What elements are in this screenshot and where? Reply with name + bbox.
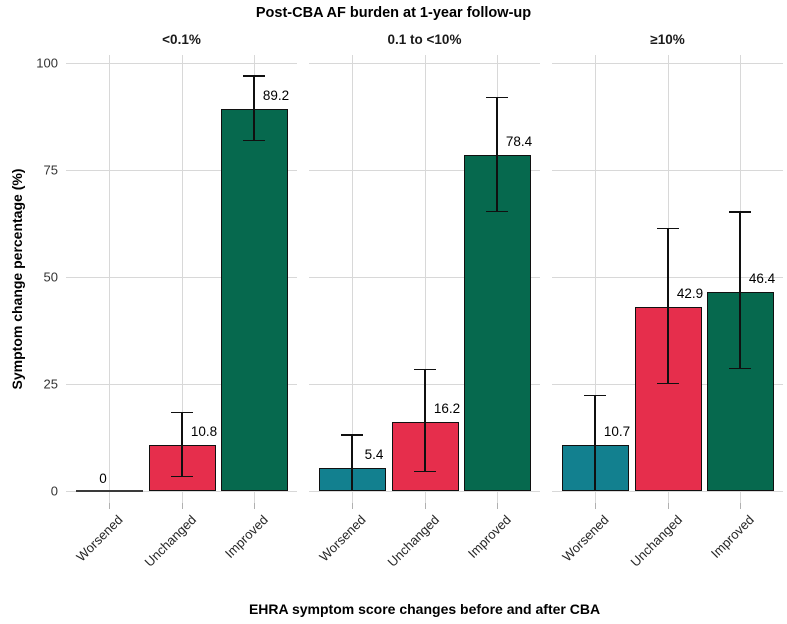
value-label-improved: 89.2 [262,88,290,104]
y-tick-label: 25 [43,376,58,392]
error-cap-top [657,227,679,230]
error-bar-improved [253,76,255,141]
facet-panel-ge10: 10.7 42.9 46.4 [552,55,783,503]
value-label-worsened: 5.4 [364,446,384,462]
value-label-worsened: 10.7 [603,424,631,440]
x-category-label-unchanged: Unchanged [383,512,442,570]
x-axis-tick [254,503,255,509]
x-category-label-worsened: Worsened [559,512,612,565]
error-cap-top [584,394,606,396]
error-bar-unchanged [424,369,426,473]
error-cap-bottom [171,475,193,477]
facet-panel-01to10: 5.4 16.2 78.4 [309,55,540,503]
error-cap-top [486,96,508,99]
x-axis-tick [595,503,596,509]
x-category-label-unchanged: Unchanged [626,512,685,570]
error-bar-unchanged [667,229,669,384]
error-cap-bottom [486,210,508,212]
facet-label-ge10: ≥10% [650,32,685,47]
x-axis-tick [668,503,669,509]
value-label-worsened: 0 [99,471,107,486]
error-cap-top [171,411,193,414]
gridline-vertical [351,55,353,503]
gridline-vertical [424,55,426,503]
x-axis-tick [109,503,110,509]
value-label-improved: 46.4 [748,271,776,287]
chart-title: Post-CBA AF burden at 1-year follow-up [255,5,532,21]
error-cap-top [243,75,265,77]
x-axis-tick [182,503,183,509]
facet-label-lt01: <0.1% [162,32,201,47]
x-axis-tick [352,503,353,509]
x-axis-tick [740,503,741,509]
value-label-unchanged: 42.9 [676,286,704,302]
x-category-label-improved: Improved [221,512,271,561]
error-bar-improved [739,212,741,370]
error-cap-bottom [414,470,436,473]
gridline-vertical [594,55,596,503]
gridline-vertical [181,55,183,503]
x-category-label-worsened: Worsened [316,512,369,565]
error-bar-worsened [351,435,353,491]
error-cap-top [414,368,436,370]
value-label-improved: 78.4 [505,134,533,150]
y-tick-label: 0 [50,483,58,499]
x-axis-title: EHRA symptom score changes before and af… [248,601,601,617]
x-axis-tick [425,503,426,509]
value-label-unchanged: 16.2 [433,400,461,416]
x-category-label-worsened: Worsened [73,512,126,565]
error-cap-bottom [243,139,265,141]
error-bar-worsened [594,395,596,491]
y-tick-label: 100 [36,55,58,71]
bar-improved [220,109,288,491]
value-label-unchanged: 10.8 [190,423,218,439]
error-cap-bottom [657,382,679,384]
error-cap-top [341,434,363,436]
x-category-label-unchanged: Unchanged [140,512,199,570]
error-cap-top [729,211,751,213]
error-cap-bottom [729,367,751,370]
x-category-label-improved: Improved [464,512,514,561]
facet-panel-lt01: 0 10.8 89.2 [66,55,297,503]
facet-label-01to10: 0.1 to <10% [387,32,462,47]
error-bar-improved [496,98,498,212]
x-category-label-improved: Improved [707,512,757,561]
error-bar-unchanged [181,413,183,477]
bar-worsened-zero [75,490,143,492]
y-tick-label: 75 [43,162,58,178]
x-axis-tick [497,503,498,509]
y-tick-label: 50 [43,269,58,285]
gridline-vertical [108,55,110,503]
